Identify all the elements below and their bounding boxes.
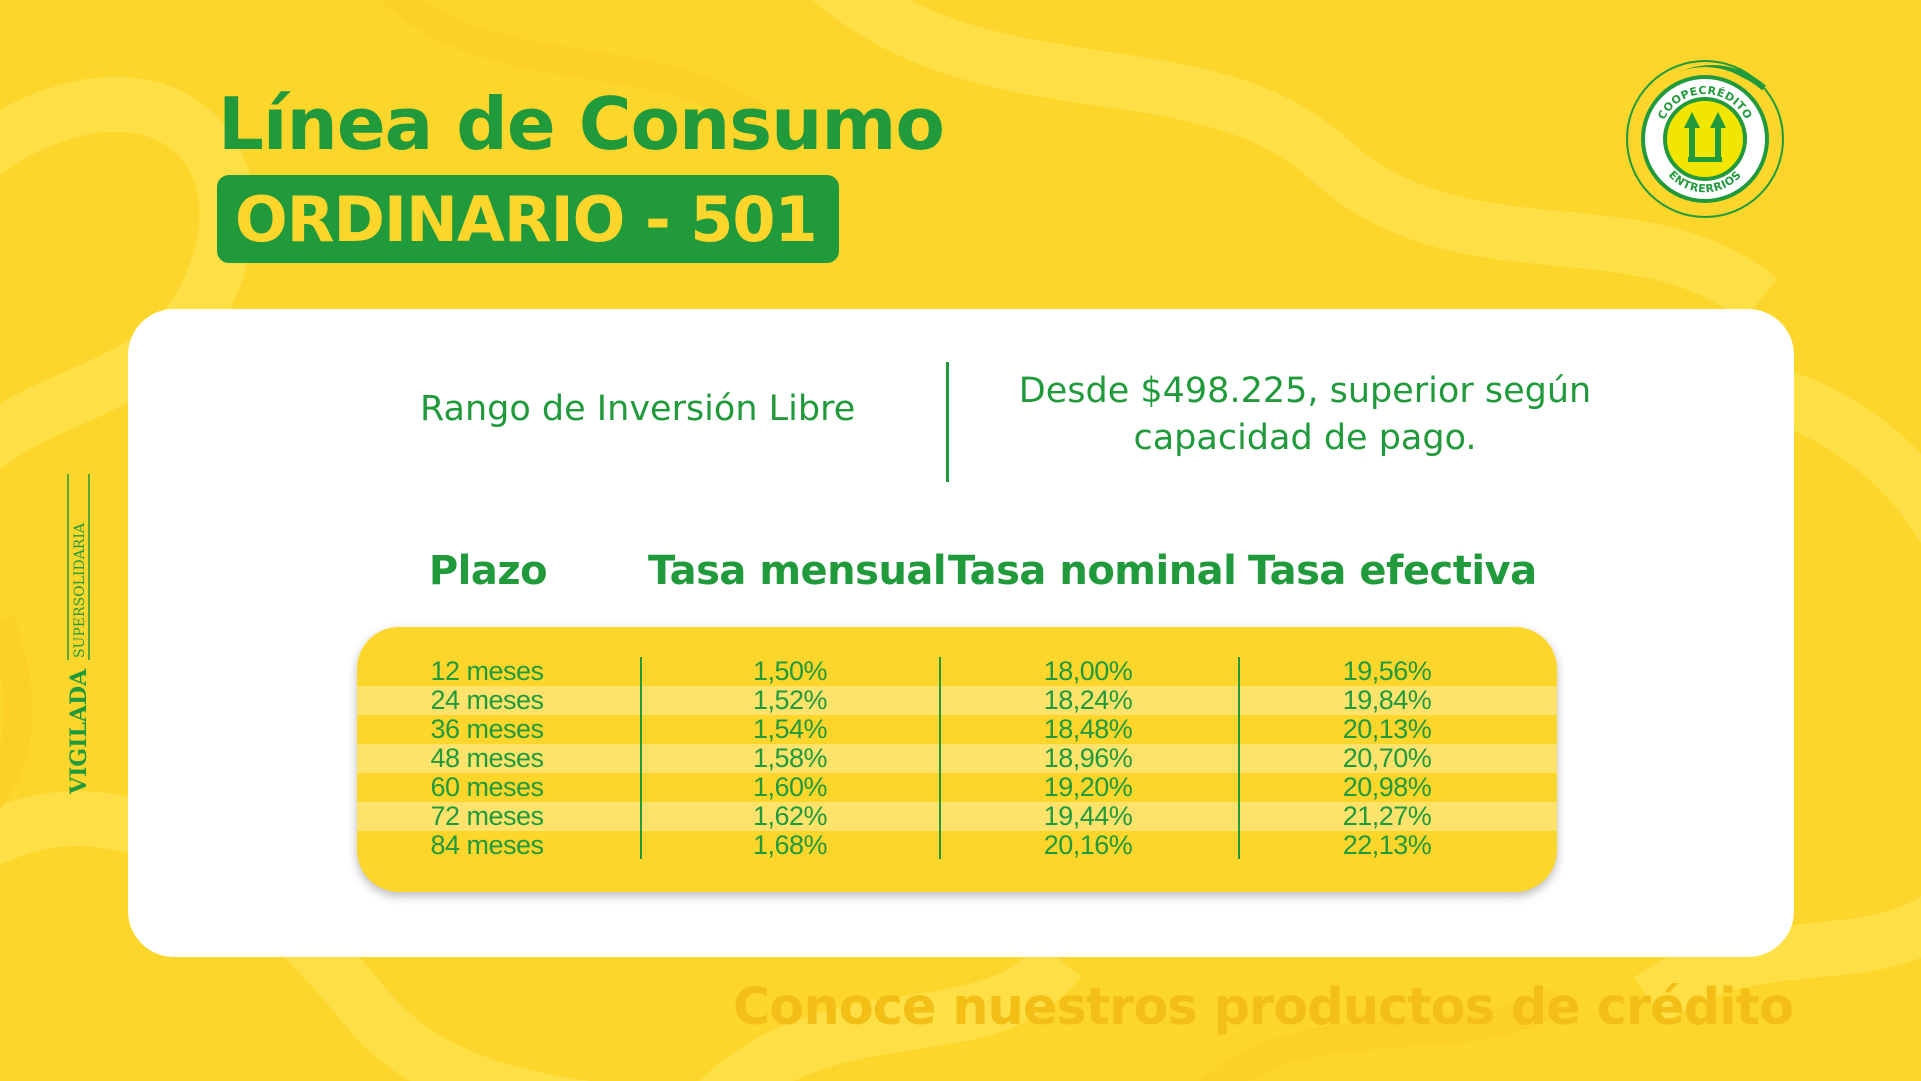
table-cell: 1,58% [752,743,828,773]
table-cell: 19,84% [1342,685,1432,715]
rates-table: 12 meses 1,50% 18,00% 19,56% 24 meses 1,52% 18… [357,627,1557,892]
column-divider [1238,657,1240,859]
investment-range-value: Desde $498.225, superior según capacidad… [1010,368,1600,462]
header-tasa-efectiva: Tasa efectiva [1248,548,1537,594]
table-row-stripe [357,802,1557,831]
table-cell: 20,16% [1043,830,1133,860]
table-cell: 48 meses [430,743,544,773]
table-cell: 84 meses [430,830,544,860]
footer-tagline: Conoce nuestros productos de crédito [732,978,1794,1037]
header-tasa-mensual: Tasa mensual [648,548,947,594]
header-plazo: Plazo [428,548,548,594]
column-divider [939,657,941,859]
header-tasa-nominal: Tasa nominal [948,548,1237,594]
table-cell: 19,44% [1043,801,1133,831]
table-cell: 20,98% [1342,772,1432,802]
table-cell: 19,56% [1342,656,1432,686]
table-cell: 1,50% [752,656,828,686]
coopecredito-logo: COOPECRÉDITO ENTRERRIOS [1626,60,1784,218]
range-value-line-1: Desde $498.225, superior según [1018,371,1592,411]
vigilada-text: VIGILADA [66,668,92,794]
table-cell: 1,68% [752,830,828,860]
column-divider [640,657,642,859]
table-cell: 20,70% [1342,743,1432,773]
table-cell: 1,60% [752,772,828,802]
page-title: Línea de Consumo [218,82,945,166]
table-row-stripe [357,744,1557,773]
table-cell: 1,62% [752,801,828,831]
double-arrow-up-icon [1684,112,1726,162]
supersolidaria-text: SUPERSOLIDARIA [72,522,88,658]
vigilada-supersolidaria-mark: VIGILADA SUPERSOLIDARIA [66,474,92,794]
table-cell: 12 meses [430,656,544,686]
table-cell: 18,24% [1043,685,1133,715]
table-cell: 72 meses [430,801,544,831]
table-cell: 36 meses [430,714,544,744]
table-cell: 21,27% [1342,801,1432,831]
table-cell: 20,13% [1342,714,1432,744]
table-cell: 22,13% [1342,830,1432,860]
table-cell: 19,20% [1043,772,1133,802]
table-cell: 18,96% [1043,743,1133,773]
product-code-label: ORDINARIO - 501 [235,182,818,256]
table-row-stripe [357,686,1557,715]
range-divider [946,362,949,482]
investment-range-label: Rango de Inversión Libre [420,389,856,429]
table-cell: 18,00% [1043,656,1133,686]
range-value-line-2: capacidad de pago. [1133,418,1477,458]
table-cell: 60 meses [430,772,544,802]
table-cell: 24 meses [430,685,544,715]
table-cell: 1,52% [752,685,828,715]
table-cell: 1,54% [752,714,828,744]
product-code-badge: ORDINARIO - 501 [217,175,839,263]
table-cell: 18,48% [1043,714,1133,744]
